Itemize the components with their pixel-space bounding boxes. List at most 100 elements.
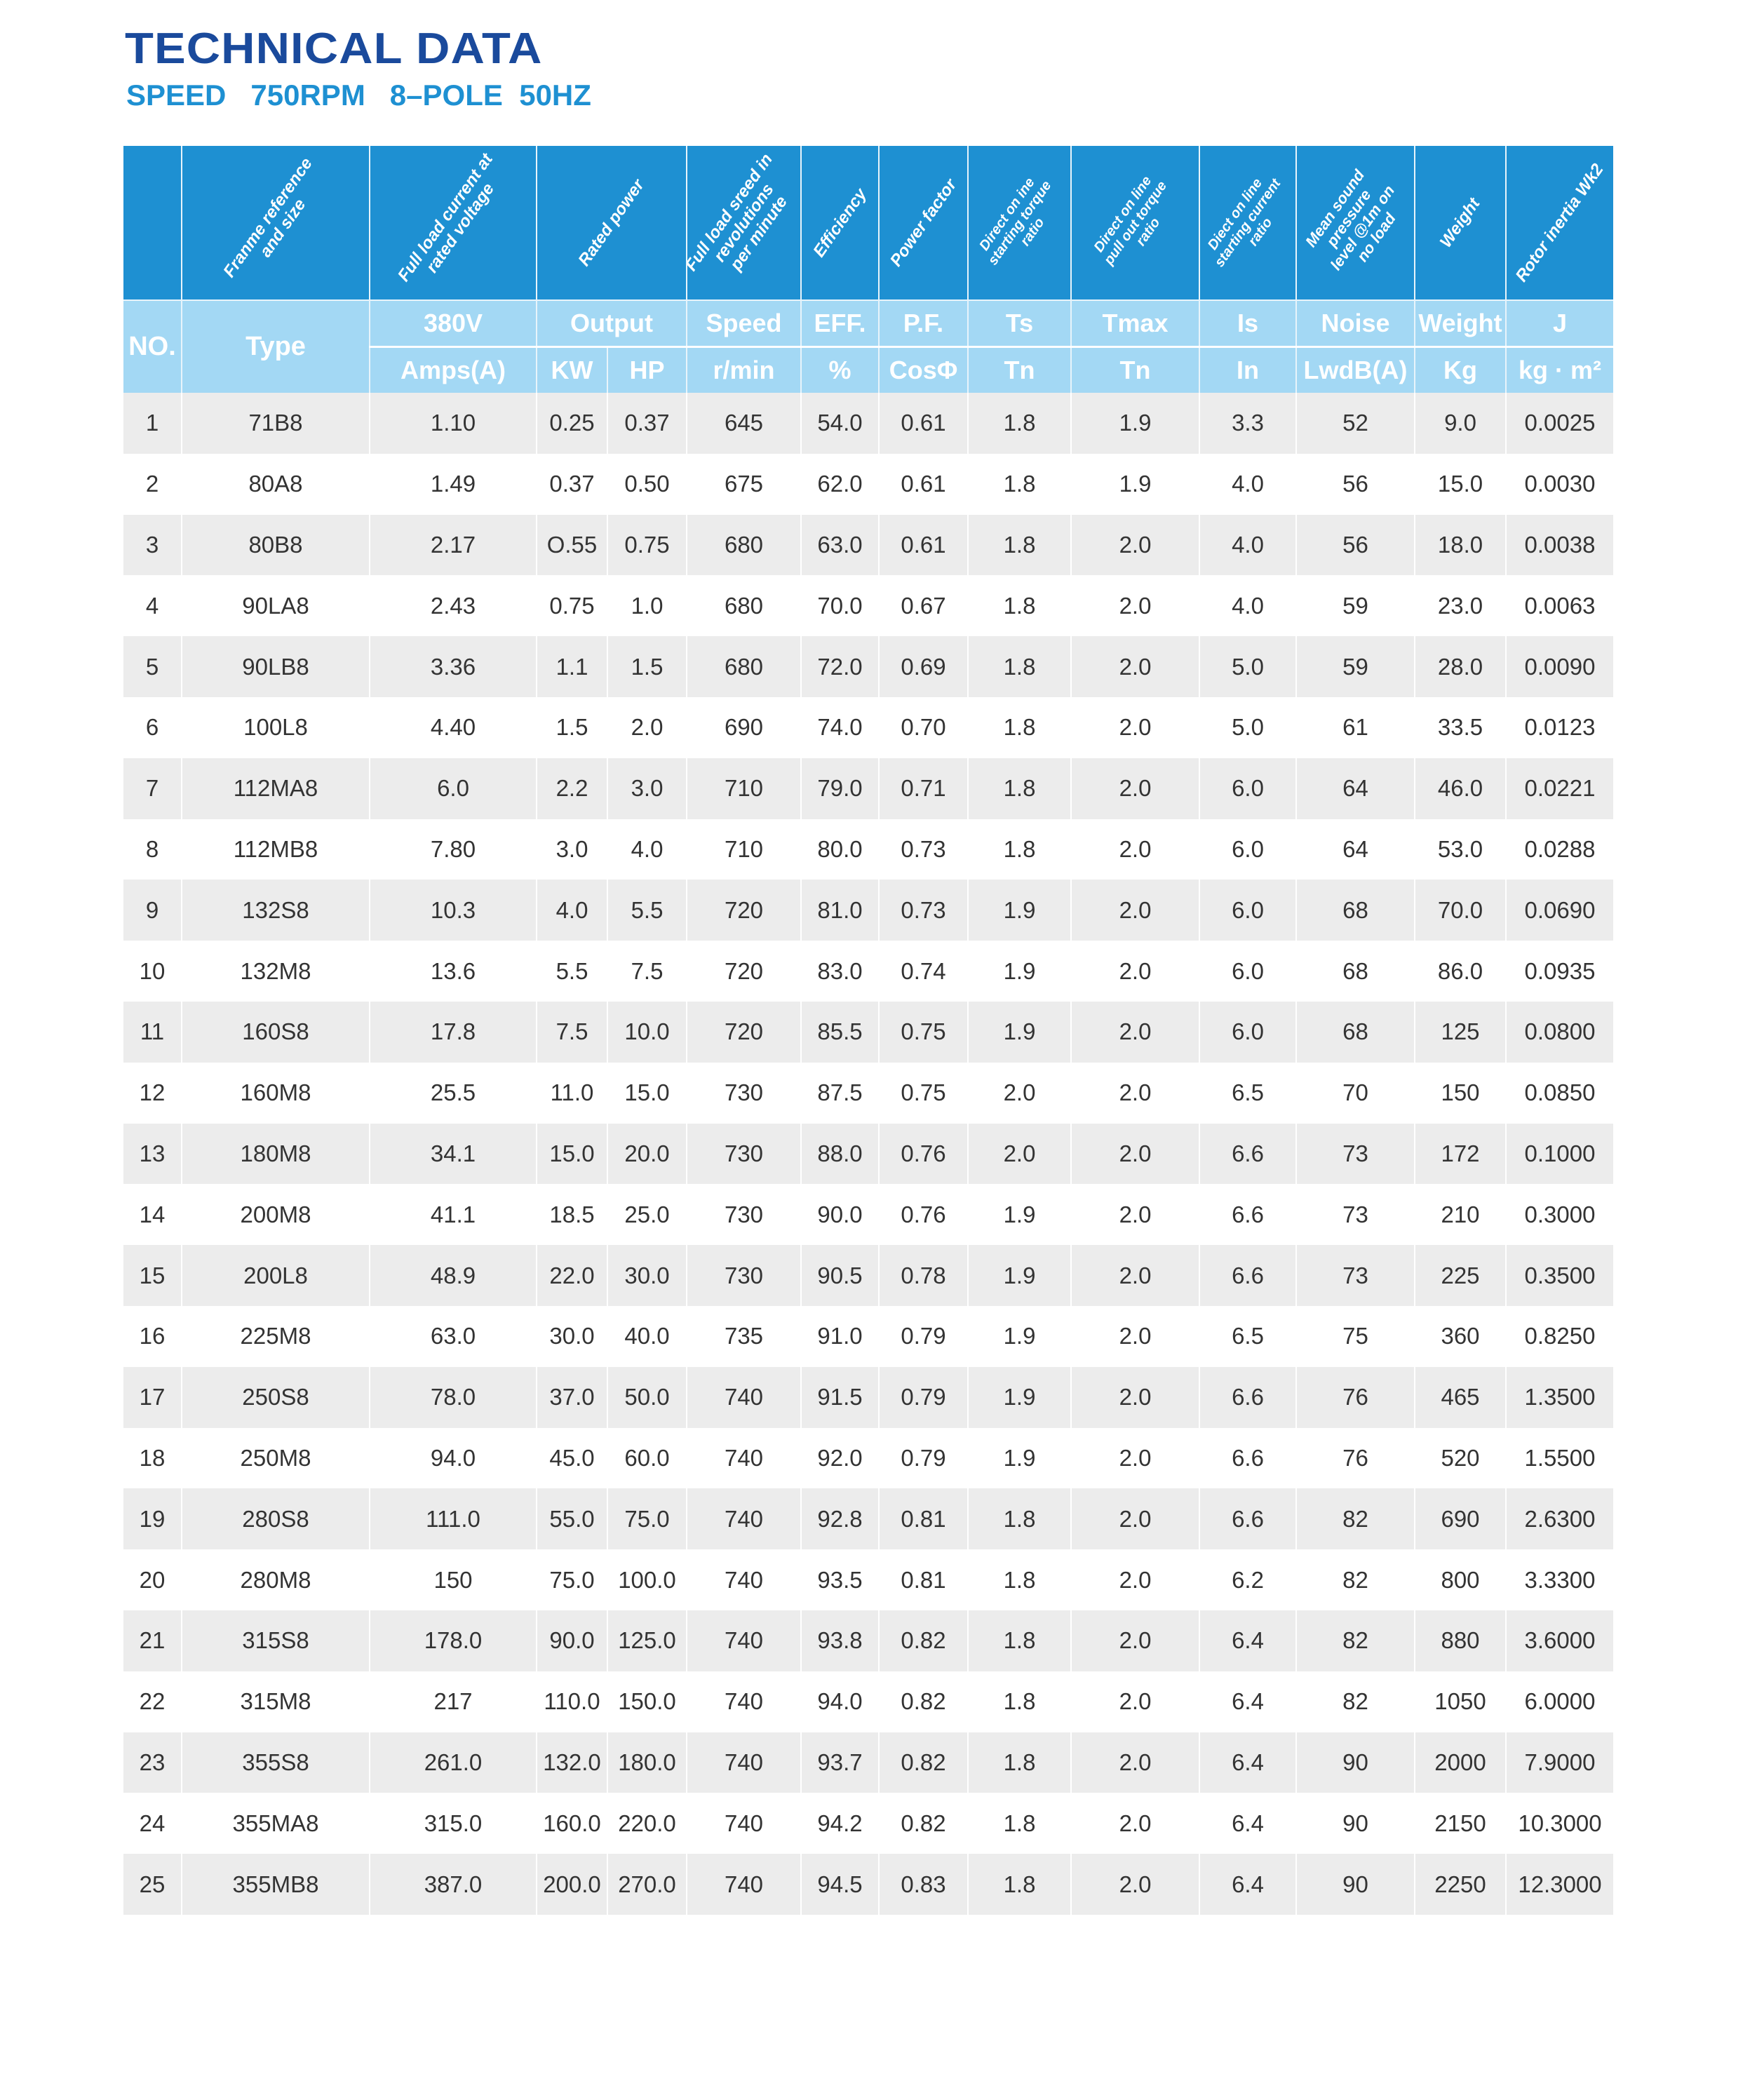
cell-j: 0.0850 (1505, 1062, 1613, 1124)
cell-noise: 64 (1295, 819, 1415, 880)
cell-j: 0.1000 (1505, 1123, 1613, 1185)
cell-speed: 645 (686, 393, 801, 454)
cell-amps: 2.43 (369, 575, 537, 637)
unit-tn-ts: Tn (967, 346, 1071, 393)
cell-is-in: 6.4 (1199, 1610, 1296, 1671)
cell-is-in: 6.6 (1199, 1123, 1296, 1185)
cell-type: 315M8 (181, 1671, 370, 1732)
cell-tmax-tn: 2.0 (1070, 1184, 1199, 1246)
cell-no: 18 (139, 1444, 166, 1471)
cell-no: 22 (139, 1688, 166, 1715)
cell-type: 160M8 (181, 1062, 370, 1124)
cell-j: 7.9000 (1505, 1732, 1613, 1793)
cell-speed: 740 (686, 1854, 801, 1915)
header-speed: Speed (686, 299, 801, 347)
cell-no: 15 (123, 1245, 182, 1306)
cell-kw: 0.25 (536, 393, 607, 454)
table-row: 14 200M8 41.1 18.5 25.0 730 90.0 0.76 1.9 2.0 6.6 7… (123, 1184, 1613, 1246)
cell-weight: 690 (1414, 1488, 1506, 1550)
cell-amps: 2.17 (369, 514, 537, 576)
cell-ts-tn: 1.9 (967, 1366, 1071, 1428)
cell-weight: 86.0 (1414, 941, 1506, 1002)
cell-speed: 730 (686, 1245, 801, 1306)
cell-pf: 0.69 (878, 636, 968, 697)
cell-tmax-tn: 1.9 (1070, 393, 1199, 454)
header-tmax: Tmax (1070, 299, 1199, 347)
table-row: 19 280S8 111.0 55.0 75.0 740 92.8 0.81 1.8 2.0 6.6… (123, 1488, 1613, 1550)
table-row: 2 80A8 1.49 0.37 0.50 675 62.0 0.61 1.8 1.9 4.0 56 1… (123, 453, 1613, 515)
cell-j: 1.3500 (1505, 1366, 1613, 1428)
cell-weight: 53.0 (1414, 819, 1506, 880)
cell-amps: 41.1 (369, 1184, 537, 1246)
cell-pf: 0.82 (878, 1610, 968, 1671)
cell-is-in: 6.6 (1199, 1427, 1296, 1489)
cell-ts-tn: 1.8 (967, 636, 1071, 697)
cell-type: 280M8 (181, 1549, 370, 1610)
cell-amps: 25.5 (369, 1062, 537, 1124)
cell-is-in: 5.0 (1199, 636, 1296, 697)
cell-ts-tn: 1.9 (967, 1001, 1071, 1063)
cell-tmax-tn: 2.0 (1070, 575, 1199, 637)
unit-hp: HP (607, 346, 687, 393)
unit-amps: Amps(A) (369, 346, 537, 393)
cell-tmax-tn: 2.0 (1070, 1732, 1199, 1793)
cell-ts-tn: 1.9 (967, 1427, 1071, 1489)
cell-tmax-tn: 2.0 (1070, 1366, 1199, 1428)
cell-speed: 730 (686, 1184, 801, 1246)
cell-j: 0.0288 (1505, 819, 1613, 880)
cell-type: 90LB8 (181, 636, 370, 697)
cell-amps: 17.8 (369, 1001, 537, 1063)
cell-no: 2 (145, 471, 159, 497)
cell-speed: 710 (686, 757, 801, 819)
cell-pf: 0.82 (878, 1671, 968, 1732)
table-row: 9 132S8 10.3 4.0 5.5 720 81.0 0.73 1.9 2.0 6.0 68 70… (123, 880, 1613, 941)
cell-tmax-tn: 2.0 (1070, 1123, 1199, 1185)
cell-speed: 735 (686, 1305, 801, 1367)
cell-amps: 48.9 (369, 1245, 537, 1306)
cell-kw: 30.0 (536, 1305, 607, 1367)
table-row: 24 355MA8 315.0 160.0 220.0 740 94.2 0.82 1.8 2.0… (123, 1793, 1613, 1854)
cell-eff: 94.0 (800, 1671, 879, 1732)
cell-eff: 90.5 (800, 1245, 879, 1306)
cell-ts-tn: 1.8 (967, 393, 1071, 454)
cell-no: 17 (123, 1366, 182, 1428)
header-eff: EFF. (800, 299, 879, 347)
cell-hp: 50.0 (607, 1366, 687, 1428)
cell-no: 24 (139, 1810, 166, 1836)
cell-speed: 740 (686, 1793, 801, 1854)
cell-weight: 150 (1414, 1062, 1506, 1124)
cell-tmax-tn: 2.0 (1070, 1305, 1199, 1367)
cell-hp: 0.75 (607, 514, 687, 576)
cell-ts-tn: 1.8 (967, 575, 1071, 637)
cell-tmax-tn: 2.0 (1070, 1488, 1199, 1550)
cell-speed: 720 (686, 880, 801, 941)
unit-rmin: r/min (686, 346, 801, 393)
cell-type: 250S8 (181, 1366, 370, 1428)
cell-is-in: 6.4 (1199, 1671, 1296, 1732)
cell-j: 0.0038 (1505, 514, 1613, 576)
unit-in: In (1199, 346, 1296, 393)
cell-weight: 125 (1414, 1001, 1506, 1063)
cell-tmax-tn: 2.0 (1070, 819, 1199, 880)
unit-kg: Kg (1414, 346, 1506, 393)
cell-kw: 0.37 (536, 453, 607, 515)
cell-ts-tn: 1.8 (967, 1549, 1071, 1610)
unit-percent: % (800, 346, 879, 393)
table-row: 15 200L8 48.9 22.0 30.0 730 90.5 0.78 1.9 2.0 6.6 7… (123, 1245, 1613, 1306)
cell-no: 20 (139, 1566, 166, 1593)
cell-pf: 0.83 (878, 1854, 968, 1915)
cell-kw: 22.0 (536, 1245, 607, 1306)
cell-amps: 1.10 (369, 393, 537, 454)
cell-ts-tn: 1.8 (967, 757, 1071, 819)
cell-tmax-tn: 2.0 (1070, 941, 1199, 1002)
cell-hp: 220.0 (607, 1793, 687, 1854)
cell-kw: 55.0 (536, 1488, 607, 1550)
cell-hp: 20.0 (607, 1123, 687, 1185)
cell-hp: 1.0 (607, 575, 687, 637)
cell-noise: 70 (1295, 1062, 1415, 1124)
cell-amps: 315.0 (369, 1793, 537, 1854)
cell-weight: 9.0 (1414, 393, 1506, 454)
cell-tmax-tn: 2.0 (1070, 880, 1199, 941)
cell-no: 21 (123, 1610, 182, 1671)
cell-eff: 94.2 (800, 1793, 879, 1854)
